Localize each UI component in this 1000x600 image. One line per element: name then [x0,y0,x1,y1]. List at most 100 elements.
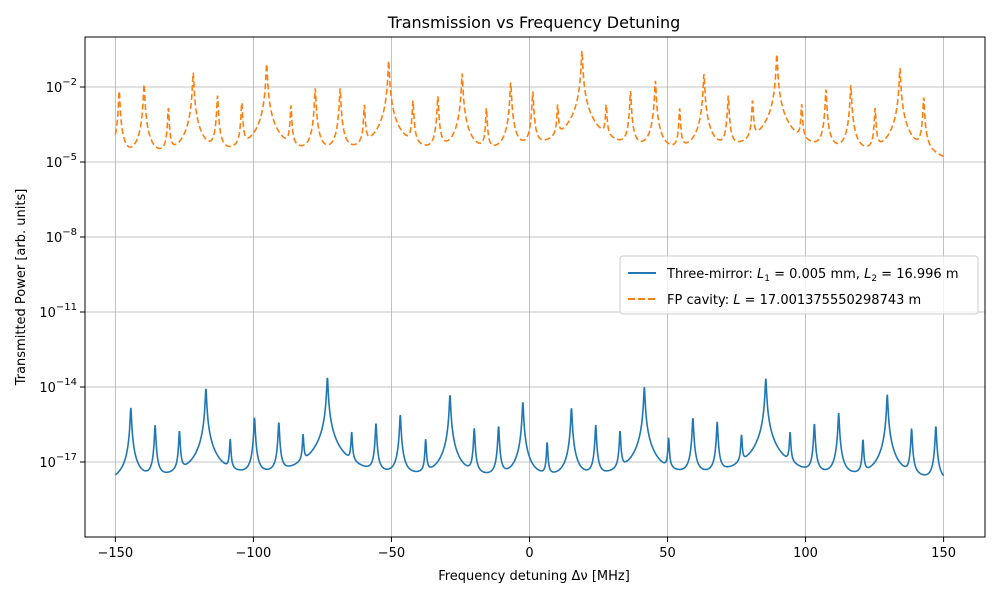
series-0-peak-15 [498,425,499,426]
series-0-peak-33 [935,425,936,426]
y-axis-label: Transmitted Power [arb. units] [14,189,29,387]
series-0-peak-2 [179,430,180,431]
series-0-peak-4 [230,439,231,440]
y-tick-label-0: 10−17 [39,452,77,471]
series-1-peak-12 [412,99,413,100]
series-0-peak-8 [327,376,328,377]
series-0-peak-25 [741,434,742,435]
series-0-peak-7 [302,434,303,435]
series-0-peak-5 [254,417,255,418]
y-tick-label-3: 10−8 [46,227,77,246]
series-0-peak-13 [449,394,450,395]
series-1-peak-8 [315,88,316,89]
series-layer [114,50,945,477]
series-1-peak-0 [119,90,120,91]
series-1-peak-30 [850,84,851,85]
series-1-peak-9 [339,88,340,89]
series-0-peak-1 [155,424,156,425]
legend-label-three-mirror: Three-mirror: L1 = 0.005 mm, L2 = 16.996… [666,267,959,284]
series-0-peak-28 [814,423,815,424]
x-tick-label-5: 100 [793,546,818,561]
series-1-peak-7 [290,105,291,106]
series-1-peak-25 [728,95,729,96]
x-tick-label-6: 150 [931,546,956,561]
series-1-peak-18 [557,104,558,105]
series-0-peak-12 [425,439,426,440]
y-tick-label-2: 10−11 [39,302,77,321]
x-axis-label: Frequency detuning Δν [MHz] [438,569,630,584]
plot-frame [84,36,986,538]
series-line-0 [114,377,945,477]
legend-three-prefix: Three-mirror: [666,267,757,282]
legend: Three-mirror: L1 = 0.005 mm, L2 = 16.996… [619,255,979,315]
series-0-peak-24 [717,421,718,422]
series-0-peak-23 [692,417,693,418]
series-1-peak-23 [679,108,680,109]
series-0-peak-17 [547,442,548,443]
legend-fp-eq1: = 17.001375550298743 m [740,293,921,308]
series-0-peak-19 [595,424,596,425]
series-1-peak-26 [752,99,753,100]
series-1-peak-32 [899,67,900,68]
series-1-peak-14 [462,73,463,74]
legend-three-sub2: 2 [871,274,877,284]
chart-title: Transmission vs Frequency Detuning [387,13,681,32]
series-0-peak-21 [644,386,645,387]
series-0-peak-10 [375,423,376,424]
series-1-peak-24 [703,73,704,74]
series-1-peak-13 [437,95,438,96]
x-tick-label-3: 0 [525,546,533,561]
series-1-peak-11 [388,60,389,61]
series-1-peak-20 [606,104,607,105]
x-tick-label-2: −50 [378,546,405,561]
series-0-peak-26 [765,378,766,379]
y-tick-label-1: 10−14 [39,377,77,396]
series-1-peak-17 [532,90,533,91]
series-1-peak-6 [266,63,267,64]
x-tick-label-1: −100 [236,546,272,561]
series-0-peak-29 [838,413,839,414]
y-tick-label-5: 10−2 [46,77,77,96]
legend-three-eq2: = 16.996 m [877,267,958,282]
series-0-peak-18 [571,407,572,408]
series-1-peak-5 [241,101,242,102]
series-0-peak-32 [911,428,912,429]
series-1-peak-33 [923,96,924,97]
legend-three-var2: L [864,267,871,282]
series-0-peak-22 [668,438,669,439]
series-0-peak-6 [278,421,279,422]
legend-three-sub1: 1 [764,274,770,284]
series-1-peak-19 [581,50,582,51]
legend-fp-var1: L [733,293,740,308]
series-0-peak-27 [789,432,790,433]
series-1-peak-4 [217,95,218,96]
series-0-peak-30 [862,439,863,440]
series-1-peak-21 [630,90,631,91]
series-1-peak-22 [655,80,656,81]
tick-layer: −150 −100 −50 0 50 100 150 10−17 10−14 10−11 10−8 1… [39,77,956,561]
legend-three-var1: L [757,267,764,282]
series-0-peak-20 [619,430,620,431]
series-0-peak-14 [474,428,475,429]
legend-three-eq1: = 0.005 mm, [770,267,864,282]
series-1-peak-15 [486,108,487,109]
series-1-peak-3 [193,71,194,72]
series-0-peak-3 [205,388,206,389]
spine-layer [84,36,986,538]
series-0-peak-9 [351,432,352,433]
x-tick-label-0: −150 [98,546,134,561]
legend-fp-prefix: FP cavity: [667,293,733,308]
series-1-peak-1 [143,84,144,85]
series-0-peak-31 [887,394,888,395]
series-0-peak-16 [522,401,523,402]
series-1-peak-28 [801,104,802,105]
legend-label-fp-cavity: FP cavity: L = 17.001375550298743 m [667,293,921,308]
legend-box [619,255,979,315]
x-tick-label-4: 50 [659,546,676,561]
series-1-peak-16 [510,81,511,82]
series-1-peak-10 [364,104,365,105]
series-1-peak-27 [776,53,777,54]
series-0-peak-0 [130,407,131,408]
